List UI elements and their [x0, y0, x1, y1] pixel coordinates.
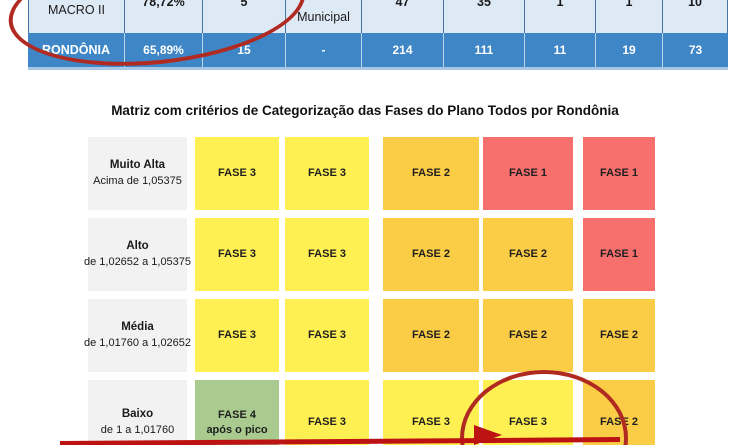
phase-matrix: Muito Alta Acima de 1,05375 FASE 3 FASE … — [84, 137, 655, 445]
macro-municipal-cell: Municipal — [285, 0, 361, 33]
matrix-cell: FASE 2 — [383, 218, 479, 291]
macro-name-cell: MACRO II — [28, 0, 124, 33]
macro-value-cell: 5 — [202, 0, 285, 33]
state-percent-cell: 65,89% — [124, 33, 202, 67]
fase4-sublabel: após o pico — [206, 423, 268, 436]
risk-level-range: de 1,02652 a 1,05375 — [83, 255, 192, 268]
risk-level-range: de 1,01760 a 1,02652 — [83, 336, 192, 349]
summary-table: MACRO II 78,72% 5 Municipal 47 35 1 1 10… — [28, 0, 728, 70]
matrix-cell: FASE 2 — [483, 218, 573, 291]
matrix-cell: FASE 1 — [583, 137, 655, 210]
matrix-cell: FASE 2 — [383, 299, 479, 372]
matrix-row-baixo: Baixo de 1 a 1,01760 FASE 4 após o pico … — [88, 380, 655, 445]
matrix-cell-fase4: FASE 4 após o pico — [195, 380, 279, 445]
matrix-cell: FASE 2 — [483, 299, 573, 372]
matrix-title: Matriz com critérios de Categorização da… — [111, 103, 619, 118]
matrix-cell: FASE 3 — [285, 218, 369, 291]
matrix-cell: FASE 3 — [285, 380, 369, 445]
matrix-cell: FASE 3 — [195, 218, 279, 291]
state-value-cell: 111 — [443, 33, 524, 67]
macro-value-cell: 47 — [361, 0, 443, 33]
matrix-cell: FASE 3 — [195, 137, 279, 210]
matrix-cell-highlighted: FASE 3 — [483, 380, 573, 445]
macro-value-cell: 10 — [662, 0, 728, 33]
macro-value-cell: 1 — [524, 0, 595, 33]
matrix-cell: FASE 2 — [383, 137, 479, 210]
matrix-row-label: Baixo de 1 a 1,01760 — [88, 380, 187, 445]
risk-level-name: Média — [121, 321, 154, 334]
macro-value-cell: 1 — [595, 0, 662, 33]
state-value-cell: 214 — [361, 33, 443, 67]
risk-level-range: Acima de 1,05375 — [93, 174, 182, 187]
matrix-cell: FASE 3 — [285, 299, 369, 372]
state-value-cell: 19 — [595, 33, 662, 67]
matrix-row-label: Alto de 1,02652 a 1,05375 — [84, 218, 191, 291]
risk-level-name: Alto — [126, 240, 149, 253]
macro-percent-cell: 78,72% — [124, 0, 202, 33]
fase4-label: FASE 4 — [218, 409, 256, 422]
matrix-row-label: Muito Alta Acima de 1,05375 — [88, 137, 187, 210]
risk-level-name: Muito Alta — [109, 159, 166, 172]
macro-value-cell: 35 — [443, 0, 524, 33]
matrix-cell: FASE 3 — [195, 299, 279, 372]
matrix-cell: FASE 1 — [583, 218, 655, 291]
matrix-row-muito-alta: Muito Alta Acima de 1,05375 FASE 3 FASE … — [88, 137, 655, 210]
table-row-rondonia: RONDÔNIA 65,89% 15 - 214 111 11 19 73 — [28, 33, 728, 70]
state-value-cell: 73 — [662, 33, 728, 67]
matrix-row-alto: Alto de 1,02652 a 1,05375 FASE 3 FASE 3 … — [84, 218, 655, 291]
matrix-cell: FASE 1 — [483, 137, 573, 210]
matrix-cell: FASE 3 — [383, 380, 479, 445]
risk-level-range: de 1 a 1,01760 — [100, 423, 175, 436]
matrix-row-label: Média de 1,01760 a 1,02652 — [84, 299, 191, 372]
state-name-cell: RONDÔNIA — [41, 43, 111, 57]
state-value-cell: 11 — [524, 33, 595, 67]
state-value-cell: - — [285, 33, 361, 67]
risk-level-name: Baixo — [121, 408, 154, 421]
state-value-cell: 15 — [202, 33, 285, 67]
table-row-macro-ii: MACRO II 78,72% 5 Municipal 47 35 1 1 10 — [28, 0, 728, 33]
matrix-cell: FASE 2 — [583, 380, 655, 445]
matrix-row-media: Média de 1,01760 a 1,02652 FASE 3 FASE 3… — [84, 299, 655, 372]
matrix-cell: FASE 2 — [583, 299, 655, 372]
matrix-cell: FASE 3 — [285, 137, 369, 210]
